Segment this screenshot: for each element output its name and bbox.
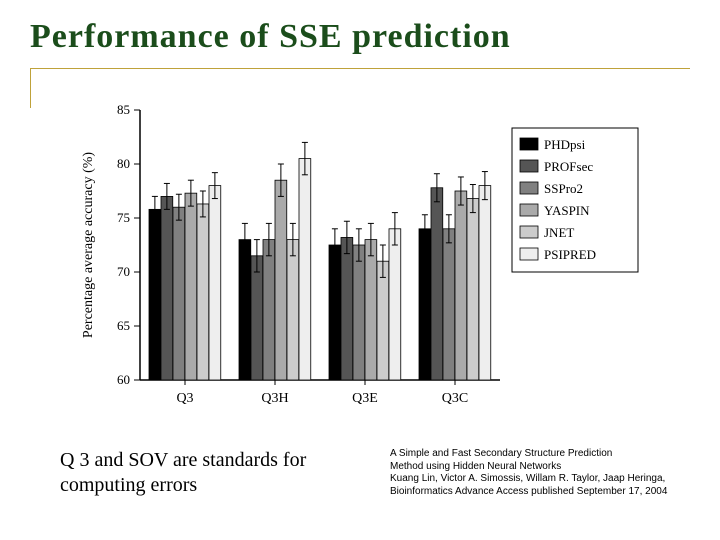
slide-title: Performance of SSE prediction (30, 18, 690, 56)
bar (479, 186, 491, 380)
title-rule (30, 68, 690, 69)
chart-container: 60 65 70 75 80 85 Percentage average accuracy … (70, 100, 650, 420)
bar (251, 256, 263, 380)
citation-line: A Simple and Fast Secondary Structure Pr… (390, 448, 700, 461)
citation: A Simple and Fast Secondary Structure Pr… (390, 448, 700, 498)
svg-text:Percentage average accuracy (%: Percentage average accuracy (%) (81, 152, 96, 338)
bar (209, 186, 221, 380)
bar (299, 159, 311, 380)
bar (197, 204, 209, 380)
bar (287, 240, 299, 380)
bar (467, 199, 479, 380)
title-rule-corner (30, 68, 31, 108)
bar (443, 229, 455, 380)
bar (389, 229, 401, 380)
legend-swatch (520, 226, 538, 238)
bar (455, 191, 467, 380)
legend-swatch (520, 160, 538, 172)
legend-swatch (520, 248, 538, 260)
bar (275, 180, 287, 380)
bar (149, 209, 161, 380)
bar (377, 261, 389, 380)
svg-text:Q3C: Q3C (442, 391, 468, 406)
slide: Performance of SSE prediction 60 65 70 75 80… (0, 0, 720, 540)
bar (173, 207, 185, 380)
bar (341, 237, 353, 380)
footnote: Q 3 and SOV are standards for computing … (60, 448, 360, 498)
legend-swatch (520, 138, 538, 150)
bar (365, 240, 377, 380)
bar (185, 193, 197, 380)
legend-label: SSPro2 (544, 181, 583, 196)
legend-swatch (520, 182, 538, 194)
bar (419, 229, 431, 380)
bar (263, 240, 275, 380)
legend-label: PROFsec (544, 159, 593, 174)
legend-label: PHDpsi (544, 137, 586, 152)
svg-text:Q3H: Q3H (261, 391, 288, 406)
svg-text:Q3E: Q3E (352, 391, 378, 406)
svg-text:60: 60 (117, 372, 130, 387)
svg-text:75: 75 (117, 210, 130, 225)
legend-label: YASPIN (544, 203, 590, 218)
citation-line: Kuang Lin, Victor A. Simossis, Willam R.… (390, 473, 700, 486)
svg-text:65: 65 (117, 318, 130, 333)
svg-text:70: 70 (117, 264, 130, 279)
citation-line: Method using Hidden Neural Networks (390, 461, 700, 474)
accuracy-bar-chart: 60 65 70 75 80 85 Percentage average accuracy … (70, 100, 650, 420)
title-wrap: Performance of SSE prediction (30, 18, 690, 56)
legend-label: PSIPRED (544, 247, 596, 262)
svg-text:80: 80 (117, 156, 130, 171)
bar (239, 240, 251, 380)
svg-text:Q3: Q3 (176, 391, 193, 406)
svg-text:85: 85 (117, 102, 130, 117)
bar (431, 188, 443, 380)
bar (329, 245, 341, 380)
citation-line: Bioinformatics Advance Access published … (390, 486, 700, 499)
legend-swatch (520, 204, 538, 216)
bar (161, 196, 173, 380)
bar (353, 245, 365, 380)
legend-label: JNET (544, 225, 574, 240)
